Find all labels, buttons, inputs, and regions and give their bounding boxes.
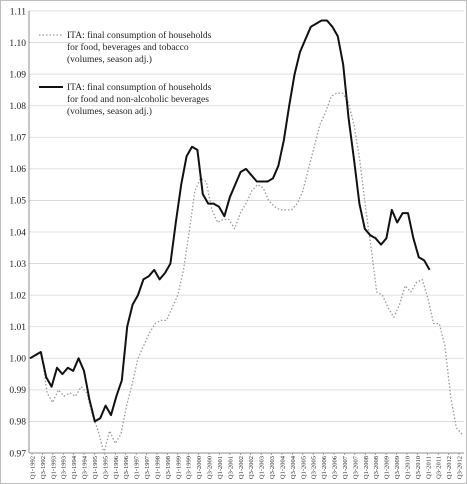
y-tick-label: 1.05	[9, 197, 26, 207]
x-tick-label: Q3-2011	[436, 456, 443, 479]
x-tick-label: Q1-1997	[134, 455, 141, 479]
x-tick-label: Q3-1994	[82, 455, 89, 479]
series-line-food-beverages-tobacco	[29, 92, 463, 454]
x-tick-label: Q1-2010	[404, 456, 411, 479]
y-tick-label: 0.98	[9, 418, 26, 428]
legend: ITA: final consumption of households for …	[39, 30, 212, 117]
x-tick-label: Q1-2007	[342, 455, 349, 479]
y-tick-label: 1.02	[9, 291, 26, 301]
x-tick-label: Q1-1998	[154, 456, 161, 479]
y-tick-label: 0.97	[9, 449, 26, 459]
x-tick-label: Q1-1999	[175, 456, 182, 479]
x-tick-label: Q3-2012	[457, 456, 464, 479]
x-tick-label: Q1-2011	[425, 456, 432, 479]
x-tick-label: Q1-2001	[217, 456, 224, 479]
x-tick-label: Q1-2005	[300, 456, 307, 479]
series-lines	[29, 19, 463, 454]
x-tick-label: Q3-2007	[352, 455, 359, 479]
x-tick-label: Q3-1997	[144, 455, 151, 479]
x-tick-label: Q3-2002	[248, 456, 255, 479]
x-tick-label: Q3-2009	[394, 456, 401, 479]
y-tick-label: 1.08	[9, 102, 26, 112]
x-tick-label: Q3-2010	[415, 456, 422, 479]
x-tick-label: Q3-1995	[102, 456, 109, 479]
x-tick-label: Q1-1995	[92, 456, 99, 479]
series-line-food-non-alcoholic	[29, 19, 431, 423]
x-tick-label: Q1-2008	[363, 456, 370, 479]
x-tick-label: Q1-2004	[279, 455, 286, 479]
y-tick-label: 1.04	[9, 228, 26, 238]
x-tick-label: Q3-2004	[290, 455, 297, 479]
x-tick-label: Q1-2002	[238, 456, 245, 479]
y-tick-label: 1.09	[9, 70, 26, 80]
x-tick-label: Q3-2006	[332, 455, 339, 479]
y-axis: 0.97 0.98 0.99 1.00 1.01 1.02 1.03 1.04 1.05 1.06…	[9, 7, 30, 459]
x-tick-label: Q3-1992	[40, 456, 47, 479]
gridlines	[29, 10, 464, 454]
x-tick-label: Q1-2000	[196, 456, 203, 479]
x-tick-label: Q3-2005	[311, 456, 318, 479]
x-tick-label: Q3-1999	[186, 456, 193, 479]
x-tick-label: Q3-1996	[123, 455, 130, 479]
x-tick-label: Q1-1993	[50, 456, 57, 479]
x-tick-label: Q1-1996	[113, 455, 120, 479]
legend-label-food-non-alcoholic: ITA: final consumption of households for …	[67, 82, 212, 117]
x-tick-label: Q3-1998	[165, 456, 172, 479]
y-tick-label: 1.10	[9, 39, 26, 49]
x-tick-label: Q3-2001	[227, 456, 234, 479]
y-tick-label: 1.07	[9, 134, 26, 144]
y-tick-label: 1.06	[9, 165, 26, 175]
x-tick-label: Q3-2000	[207, 456, 214, 479]
x-tick-label: Q1-2006	[321, 455, 328, 479]
y-tick-label: 1.00	[9, 355, 26, 365]
y-tick-label: 1.11	[10, 7, 27, 17]
y-tick-label: 1.03	[9, 260, 26, 270]
y-tick-label: 0.99	[9, 386, 26, 396]
x-tick-label: Q3-2008	[373, 456, 380, 479]
x-tick-label: Q1-1992	[30, 456, 37, 479]
x-axis: Q1-1992 Q3-1992 Q1-1993 Q3-1993 Q1-1994 Q3-19…	[29, 452, 464, 479]
y-tick-label: 1.01	[9, 323, 26, 333]
x-tick-label: Q1-2003	[259, 456, 266, 479]
x-tick-label: Q1-1994	[71, 455, 78, 479]
x-tick-label: Q1-2009	[384, 456, 391, 479]
x-tick-label: Q3-1993	[61, 456, 68, 479]
legend-label-food-beverages-tobacco: ITA: final consumption of households for …	[67, 30, 212, 65]
x-tick-label: Q1-2012	[446, 456, 453, 479]
x-tick-label: Q3-2003	[269, 456, 276, 479]
